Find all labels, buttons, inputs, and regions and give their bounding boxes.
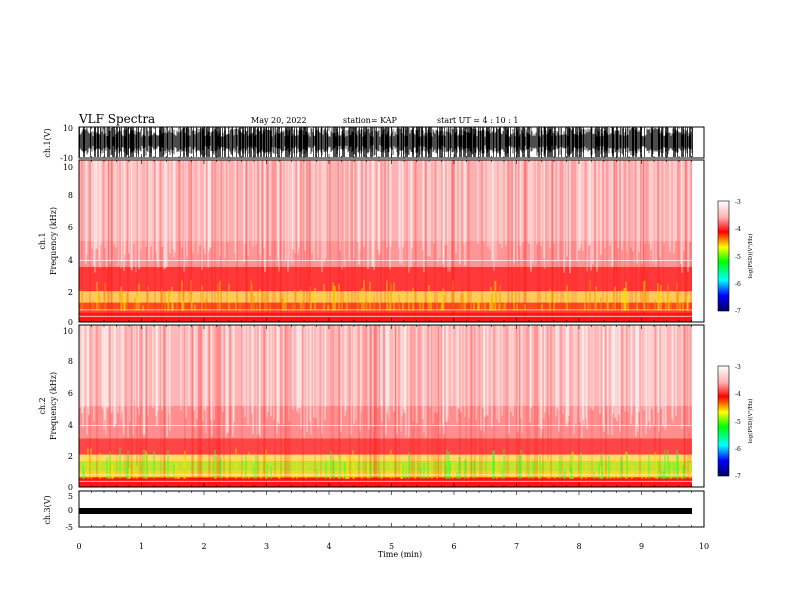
- ch3-ytick-bottom: -5: [65, 523, 73, 532]
- spectrogram-band: [79, 477, 692, 487]
- ch1-ytick-2: 2: [68, 288, 73, 297]
- xtick-label-1: 1: [139, 542, 144, 551]
- spectrogram-band: [79, 454, 692, 471]
- ch1-colorbar-gradient: [717, 200, 730, 312]
- x-axis-tick-labels: 0 1 2 3 4 5 6 7 8 9 10: [76, 542, 709, 551]
- ch2-ytick-4: 4: [68, 421, 73, 430]
- spectrogram-band: [79, 160, 692, 241]
- ch2-colorbar: -3 -4 -5 -6 -7 log(PSD)(V²/Hz): [717, 364, 754, 480]
- ch3-waveform-ylabel: ch.3(V): [43, 495, 52, 524]
- ch1-spectrogram-image: [79, 160, 692, 322]
- ch1-waveform-trace: [78, 127, 693, 157]
- ch1-ytick-0: 0: [68, 318, 73, 327]
- ch1-cbtick-m4: -4: [735, 226, 741, 233]
- x-axis-label: Time (min): [378, 550, 422, 559]
- ch1-cbtick-m5: -5: [735, 254, 741, 261]
- ch2-spectrogram-ylabel-frequency: Frequency (kHz): [49, 372, 58, 440]
- spectrogram-band: [79, 241, 692, 267]
- ch2-spectrogram-image: [79, 325, 692, 487]
- ch3-ytick-top: 5: [68, 492, 73, 501]
- ch3-waveform-trace: [79, 508, 692, 514]
- ch1-ytick-10: 10: [63, 163, 73, 172]
- ch1-ytick-4: 4: [68, 256, 73, 265]
- ch1-spectrogram-ylabel-frequency: Frequency (kHz): [49, 207, 58, 275]
- xtick-label-9: 9: [639, 542, 644, 551]
- ch2-cbtick-m7: -7: [735, 473, 741, 480]
- ch2-ytick-2: 2: [68, 452, 73, 461]
- ch1-waveform-panel: 10 -10 ch.1(V): [43, 124, 705, 163]
- spectrogram-band: [79, 312, 692, 322]
- xtick-label-4: 4: [326, 542, 331, 551]
- ch1-ytick-bottom: -10: [60, 154, 73, 163]
- xtick-label-2: 2: [201, 542, 206, 551]
- xtick-label-7: 7: [514, 542, 519, 551]
- spectrogram-band: [79, 470, 692, 478]
- ch1-cbtick-m3: -3: [735, 199, 741, 206]
- ch1-cbtick-m6: -6: [735, 281, 741, 288]
- ch1-ytick-top: 10: [63, 124, 73, 133]
- ch1-cbtick-m7: -7: [735, 308, 741, 315]
- ch2-cbtick-m4: -4: [735, 391, 741, 398]
- ch1-ytick-6: 6: [68, 223, 73, 232]
- ch2-spectrogram-panel: 0 2 4 6 8 10 ch.2 Frequency (kHz): [38, 324, 705, 492]
- ch2-ytick-10: 10: [63, 327, 73, 336]
- ch1-colorbar: -3 -4 -5 -6 -7 log(PSD)(V²/Hz): [717, 199, 754, 315]
- spectrogram-band: [79, 438, 692, 455]
- ch2-spectrogram-ylabel-channel: ch.2: [38, 397, 47, 414]
- ch2-ytick-0: 0: [68, 483, 73, 492]
- xtick-label-3: 3: [264, 542, 269, 551]
- ch2-colorbar-label: log(PSD)(V²/Hz): [747, 399, 754, 444]
- header-start-time: start UT = 4 : 10 : 1: [437, 116, 518, 125]
- ch2-ytick-6: 6: [68, 389, 73, 398]
- ch2-ytick-8: 8: [68, 357, 73, 366]
- spectrogram-band: [79, 302, 692, 313]
- xtick-label-5: 5: [389, 542, 394, 551]
- ch1-spectrogram-panel: 0 2 4 6 8 10 ch.1 Frequency (kHz): [38, 159, 705, 327]
- header-station: station= KAP: [343, 116, 398, 125]
- x-axis-ticks: [78, 127, 705, 527]
- xtick-label-8: 8: [576, 542, 581, 551]
- ch2-colorbar-gradient: [717, 365, 730, 477]
- ch2-cbtick-m5: -5: [735, 419, 741, 426]
- ch3-waveform-panel: 5 0 -5 ch.3(V): [43, 490, 705, 532]
- xtick-label-6: 6: [451, 542, 456, 551]
- ch1-colorbar-label: log(PSD)(V²/Hz): [747, 234, 754, 279]
- ch3-ytick-middle: 0: [68, 506, 73, 515]
- spectrogram-band: [79, 406, 692, 439]
- xtick-label-0: 0: [76, 542, 81, 551]
- xtick-label-10: 10: [699, 542, 709, 551]
- header-date: May 20, 2022: [251, 116, 307, 125]
- ch1-spectrogram-ylabel-channel: ch.1: [38, 232, 47, 249]
- ch1-waveform-ylabel: ch.1(V): [43, 128, 52, 157]
- ch1-ytick-8: 8: [68, 191, 73, 200]
- ch2-cbtick-m6: -6: [735, 446, 741, 453]
- spectrogram-band: [79, 291, 692, 303]
- figure-title: VLF Spectra: [78, 112, 155, 126]
- ch2-cbtick-m3: -3: [735, 364, 741, 371]
- spectrogram-band: [79, 266, 692, 292]
